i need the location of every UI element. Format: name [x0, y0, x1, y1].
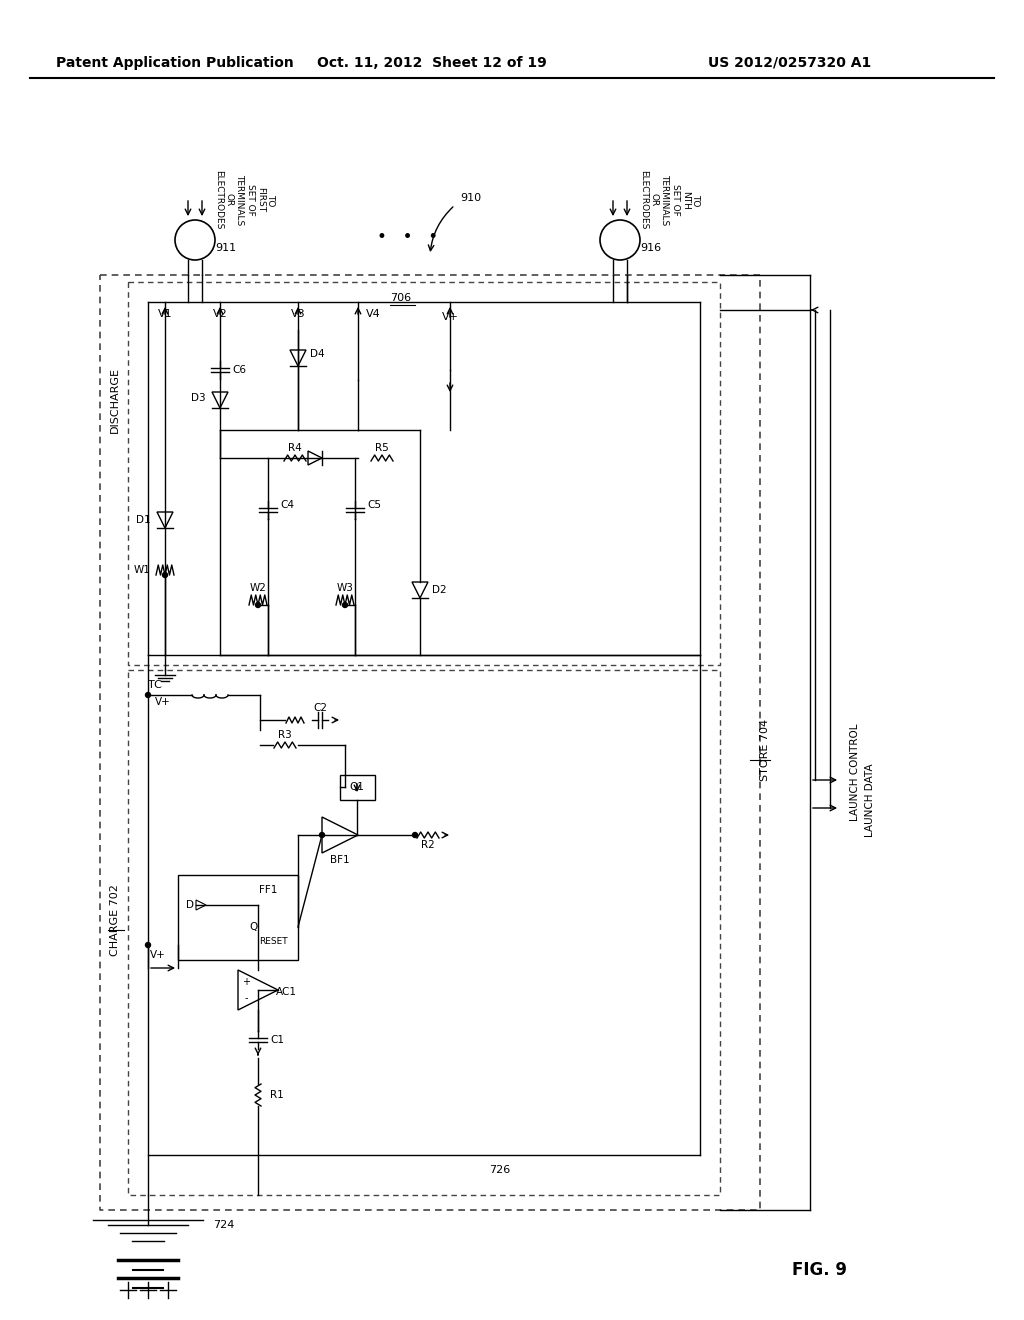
Text: 726: 726: [489, 1166, 511, 1175]
Circle shape: [163, 573, 168, 578]
Text: LAUNCH CONTROL: LAUNCH CONTROL: [850, 723, 860, 821]
Text: C2: C2: [313, 704, 327, 713]
Text: D4: D4: [310, 348, 325, 359]
Circle shape: [256, 602, 260, 607]
Text: V+: V+: [151, 950, 166, 960]
Text: Q: Q: [249, 921, 257, 932]
Text: DISCHARGE: DISCHARGE: [110, 367, 120, 433]
Text: 910: 910: [460, 193, 481, 203]
Text: TO
FIRST
SET OF
TERMINALS
OR
ELECTRODES: TO FIRST SET OF TERMINALS OR ELECTRODES: [214, 170, 275, 230]
Text: W3: W3: [337, 583, 353, 593]
Text: 916: 916: [640, 243, 662, 253]
Circle shape: [319, 833, 325, 837]
Text: R3: R3: [279, 730, 292, 741]
Text: CHARGE 702: CHARGE 702: [110, 884, 120, 956]
Text: D2: D2: [432, 585, 446, 595]
Circle shape: [342, 602, 347, 607]
Text: D3: D3: [191, 393, 206, 403]
Text: C1: C1: [270, 1035, 284, 1045]
Text: FF1: FF1: [259, 884, 278, 895]
Text: BF1: BF1: [330, 855, 350, 865]
Text: V4: V4: [366, 309, 381, 319]
Text: R5: R5: [375, 444, 389, 453]
Text: C4: C4: [280, 500, 294, 510]
Text: +: +: [242, 977, 250, 987]
Text: V2: V2: [213, 309, 227, 319]
Text: Patent Application Publication: Patent Application Publication: [56, 55, 294, 70]
Text: V3: V3: [291, 309, 305, 319]
Bar: [178, 875, 298, 960]
Text: R4: R4: [288, 444, 302, 453]
Text: Q1: Q1: [349, 781, 365, 792]
Text: 911: 911: [215, 243, 237, 253]
Text: D: D: [186, 900, 194, 909]
Text: TC: TC: [148, 680, 162, 690]
Bar: [340, 775, 375, 800]
Text: 724: 724: [213, 1220, 234, 1230]
Text: RESET: RESET: [259, 937, 288, 946]
Text: R2: R2: [421, 840, 435, 850]
Text: W2: W2: [250, 583, 266, 593]
Circle shape: [413, 833, 418, 837]
Text: R1: R1: [270, 1090, 284, 1100]
Text: STORE 704: STORE 704: [760, 719, 770, 781]
Text: AC1: AC1: [276, 987, 297, 997]
Text: US 2012/0257320 A1: US 2012/0257320 A1: [709, 55, 871, 70]
Text: FIG. 9: FIG. 9: [793, 1261, 848, 1279]
Text: V1: V1: [158, 309, 172, 319]
Text: C6: C6: [232, 366, 246, 375]
Text: TO
NTH
SET OF
TERMINALS
OR
ELECTRODES: TO NTH SET OF TERMINALS OR ELECTRODES: [640, 170, 700, 230]
Text: D1: D1: [136, 515, 151, 525]
Text: C5: C5: [367, 500, 381, 510]
Circle shape: [145, 942, 151, 948]
Text: V+: V+: [441, 312, 459, 322]
Circle shape: [145, 693, 151, 697]
Text: W1: W1: [134, 565, 151, 576]
Text: •   •   •: • • •: [378, 228, 438, 246]
Text: LAUNCH DATA: LAUNCH DATA: [865, 763, 874, 837]
Text: Oct. 11, 2012  Sheet 12 of 19: Oct. 11, 2012 Sheet 12 of 19: [317, 55, 547, 70]
Text: V+: V+: [155, 697, 171, 708]
Text: -: -: [245, 993, 248, 1003]
Text: 706: 706: [390, 293, 411, 304]
